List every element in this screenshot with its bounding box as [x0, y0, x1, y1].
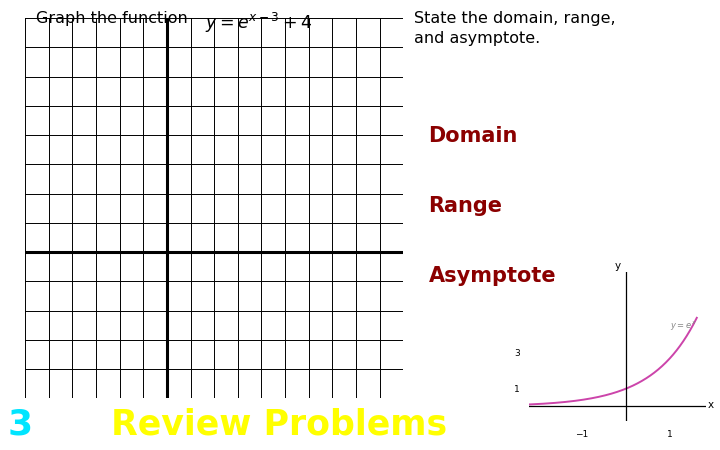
- Text: $y = e^x$: $y = e^x$: [670, 319, 697, 332]
- Text: Range: Range: [428, 196, 503, 216]
- Text: 3: 3: [8, 407, 33, 441]
- Text: Domain: Domain: [428, 126, 518, 146]
- Text: x: x: [707, 400, 714, 410]
- Text: Review Problems: Review Problems: [111, 407, 447, 441]
- Text: Graph the function: Graph the function: [36, 11, 188, 26]
- Text: y: y: [614, 261, 621, 271]
- Text: $y = e^{x-3} + 4$: $y = e^{x-3} + 4$: [205, 11, 312, 36]
- Text: State the domain, range,: State the domain, range,: [414, 11, 616, 26]
- Text: and asymptote.: and asymptote.: [414, 32, 540, 46]
- Text: Asymptote: Asymptote: [428, 266, 556, 285]
